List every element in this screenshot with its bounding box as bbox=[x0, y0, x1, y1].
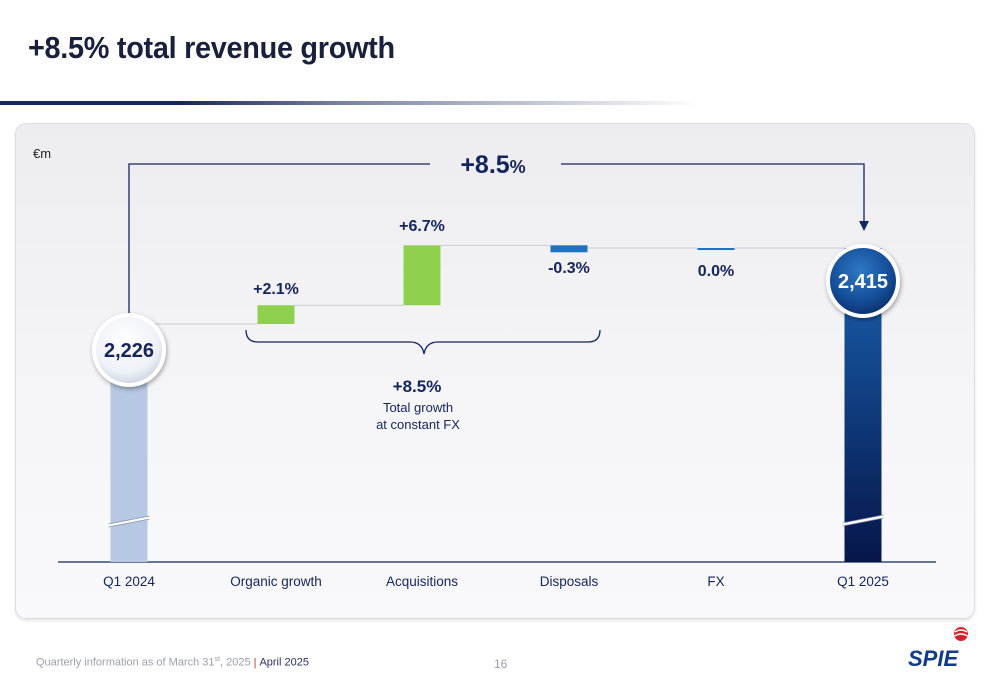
bar-acquisitions bbox=[403, 245, 441, 306]
bar-fx bbox=[697, 248, 735, 250]
start-value-badge-text: 2,226 bbox=[104, 340, 154, 362]
curly-brace-icon bbox=[245, 329, 601, 355]
end-value-badge-disc bbox=[830, 248, 896, 314]
overall-growth-unit: % bbox=[510, 157, 526, 177]
overall-growth-value: +8.5 bbox=[460, 151, 509, 179]
end-value-badge-text: 2,415 bbox=[838, 271, 888, 293]
brace-growth-value: +8.5% bbox=[393, 377, 442, 396]
category-labels: Q1 2024 Organic growth Acquisitions Disposa… bbox=[103, 574, 889, 589]
axis-break-line bbox=[842, 517, 884, 527]
end-value-badge: 2,415 bbox=[826, 244, 900, 318]
title-underline bbox=[0, 101, 700, 105]
overall-growth-bracket: +8.5% bbox=[128, 151, 869, 318]
value-label: +2.1% bbox=[253, 281, 299, 298]
start-value-badge-disc bbox=[96, 317, 162, 383]
chart-panel bbox=[16, 124, 974, 618]
start-value-badge: 2,226 bbox=[92, 313, 166, 387]
category-label: Acquisitions bbox=[386, 574, 458, 589]
axis-break-icon bbox=[108, 515, 150, 528]
connector-lines bbox=[147, 244, 845, 325]
category-label: Disposals bbox=[540, 574, 599, 589]
overall-growth-label: +8.5% bbox=[460, 151, 525, 179]
axis-break-icon bbox=[842, 514, 884, 527]
footer-separator: | bbox=[253, 656, 257, 669]
footer-date: April 2025 bbox=[259, 656, 309, 669]
arrow-down-icon bbox=[859, 221, 869, 231]
brace-line-2: at constant FX bbox=[376, 417, 460, 432]
category-label: Q1 2024 bbox=[103, 574, 155, 589]
footer-note-sup: st bbox=[214, 656, 220, 663]
bracket-right-line bbox=[561, 163, 865, 222]
category-label: Organic growth bbox=[230, 574, 322, 589]
bar-disposals bbox=[550, 245, 588, 253]
axis-break-line bbox=[108, 518, 150, 528]
axis-break-gap bbox=[842, 515, 884, 526]
axis-break-line bbox=[108, 515, 150, 525]
axis-break-line bbox=[842, 514, 884, 524]
axis-break-gap bbox=[108, 516, 150, 527]
category-label: FX bbox=[707, 574, 724, 589]
value-label: +6.7% bbox=[399, 218, 445, 235]
bar-organic-growth bbox=[257, 305, 295, 324]
category-label: Q1 2025 bbox=[837, 574, 889, 589]
value-label: 0.0% bbox=[698, 263, 734, 280]
logo-text: SPIE bbox=[908, 646, 959, 671]
footer-note-prefix: Quarterly information as of March 31 bbox=[36, 656, 215, 669]
page-title: +8.5% total revenue growth bbox=[28, 30, 395, 65]
value-labels: +2.1% +6.7% -0.3% 0.0% 2,226 2,415 bbox=[92, 218, 900, 387]
bars-group bbox=[108, 245, 884, 562]
spie-logo-icon: SPIE bbox=[908, 627, 968, 671]
constant-fx-brace: +8.5% Total growth at constant FX bbox=[245, 329, 601, 432]
brace-line-1: Total growth bbox=[383, 400, 453, 415]
footer-note-suffix: , 2025 bbox=[219, 656, 251, 669]
footer-note: Quarterly information as of March 31st, … bbox=[36, 656, 309, 669]
bracket-left-line bbox=[128, 163, 430, 318]
page-number: 16 bbox=[494, 657, 508, 671]
value-label: -0.3% bbox=[548, 260, 590, 277]
unit-label: €m bbox=[33, 146, 51, 161]
